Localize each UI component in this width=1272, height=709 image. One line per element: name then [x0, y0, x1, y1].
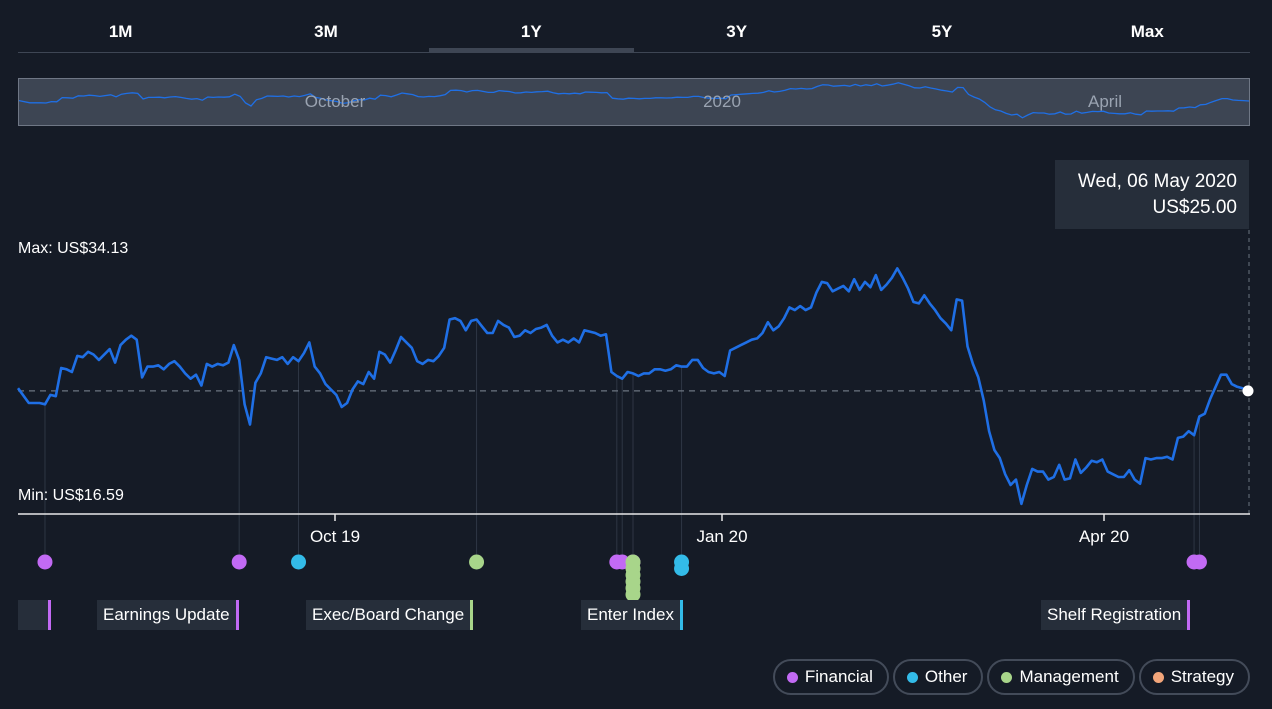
legend-dot-financial — [786, 671, 798, 683]
legend-item-management[interactable]: Management — [987, 659, 1135, 695]
event-label-color-bar — [470, 600, 474, 630]
event-label-enter-index[interactable]: Enter Index — [581, 600, 683, 630]
event-dot-financial[interactable] — [37, 554, 53, 570]
price-tooltip: Wed, 06 May 2020 US$25.00 — [1055, 160, 1249, 229]
event-dot-management[interactable] — [625, 587, 641, 602]
event-legend: Financial Other Management Strategy — [772, 659, 1250, 695]
legend-item-strategy[interactable]: Strategy — [1138, 659, 1250, 695]
min-price-label: Min: US$16.59 — [18, 487, 124, 504]
tab-max[interactable]: Max — [1130, 22, 1164, 41]
legend-label: Financial — [804, 667, 873, 686]
event-label-shelf-registration[interactable]: Shelf Registration — [18, 600, 51, 630]
event-label-color-bar — [48, 600, 51, 630]
event-label-text: Shelf Registration — [1047, 605, 1182, 624]
event-label-text: Enter Index — [587, 605, 674, 624]
event-label-text: Shelf Registration — [18, 605, 45, 630]
legend-dot-management — [1001, 671, 1013, 683]
event-label-clip: Shelf Registration — [18, 600, 51, 630]
legend-label: Other — [924, 667, 968, 686]
navigator-label-2020: 2020 — [703, 92, 741, 111]
legend-label: Management — [1019, 667, 1119, 686]
x-tick-apr-20: Apr 20 — [1078, 527, 1130, 546]
timeframe-tabs: 1M 3M 1Y 3Y 5Y Max — [18, 0, 1250, 53]
current-price-marker — [1242, 385, 1254, 397]
legend-item-other[interactable]: Other — [892, 659, 984, 695]
event-label-text: Exec/Board Change — [312, 605, 465, 624]
max-price-label: Max: US$34.13 — [18, 240, 129, 257]
event-label-exec-board-change[interactable]: Exec/Board Change — [306, 600, 474, 630]
event-label-color-bar — [1187, 600, 1191, 630]
tab-1m[interactable]: 1M — [108, 22, 133, 41]
price-line — [16, 267, 1249, 506]
event-dot-other[interactable] — [291, 554, 307, 570]
tooltip-date: Wed, 06 May 2020 — [1077, 171, 1237, 192]
legend-item-financial[interactable]: Financial — [772, 659, 889, 695]
event-label-color-bar — [679, 600, 683, 630]
navigator-label-april: April — [1087, 92, 1123, 111]
x-tick-jan-20: Jan 20 — [696, 527, 748, 546]
tab-5y[interactable]: 5Y — [931, 22, 953, 41]
legend-label: Strategy — [1170, 667, 1234, 686]
range-navigator[interactable]: October 2020 April — [18, 78, 1250, 126]
event-dot-financial[interactable] — [1191, 554, 1207, 570]
event-label-earnings-update[interactable]: Earnings Update — [97, 600, 239, 630]
navigator-label-october: October — [304, 92, 366, 111]
event-dot-management[interactable] — [469, 554, 485, 570]
tab-3m[interactable]: 3M — [314, 22, 338, 41]
legend-dot-other — [906, 671, 918, 683]
event-label-color-bar — [235, 600, 239, 630]
x-tick-oct-19: Oct 19 — [309, 527, 361, 546]
event-label-shelf-registration[interactable]: Shelf Registration — [1041, 600, 1191, 630]
event-dot-financial[interactable] — [614, 554, 630, 570]
tab-1y[interactable]: 1Y — [428, 0, 635, 53]
tab-3y[interactable]: 3Y — [726, 22, 748, 41]
legend-dot-strategy — [1152, 671, 1164, 683]
event-label-text: Earnings Update — [103, 605, 230, 624]
navigator-line — [19, 82, 1249, 119]
event-dot-financial[interactable] — [231, 554, 247, 570]
event-dot-other[interactable] — [674, 561, 690, 576]
tooltip-price: US$25.00 — [1152, 197, 1237, 218]
navigator-sparkline — [19, 82, 1249, 119]
